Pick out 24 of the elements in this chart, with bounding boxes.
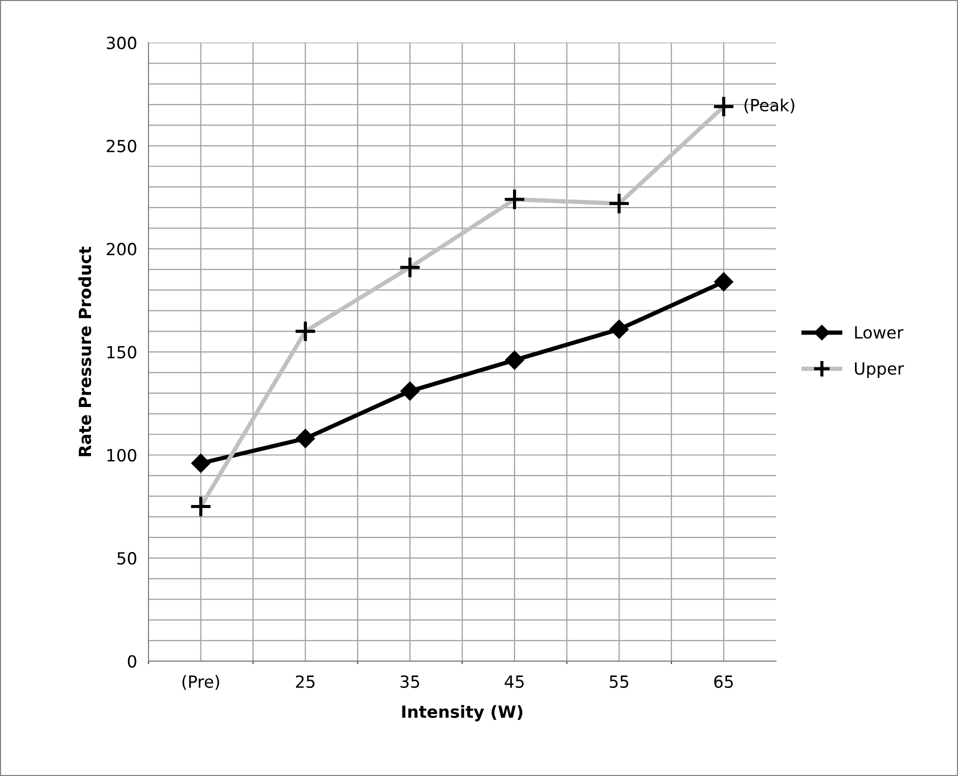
x-tick-label: (Pre) <box>182 675 220 690</box>
x-tick-label: 25 <box>296 675 315 688</box>
legend-label: Upper <box>854 362 904 378</box>
y-tick-label: 150 <box>107 346 136 358</box>
y-tick-label: 300 <box>106 36 136 50</box>
x-tick-label: 45 <box>504 676 524 688</box>
x-axis-title: Intensity (W) <box>402 705 522 722</box>
x-tick-label: 55 <box>610 676 628 688</box>
y-tick-label: 50 <box>117 552 136 565</box>
y-tick-label: 200 <box>106 242 136 256</box>
y-tick-label: 0 <box>128 655 136 668</box>
point <box>296 428 315 448</box>
point <box>610 320 629 339</box>
point <box>400 382 420 401</box>
x-tick-label: 35 <box>400 675 420 688</box>
y-tick-label: 100 <box>107 448 136 462</box>
annotation: (Peak) <box>744 98 794 114</box>
point <box>191 454 210 473</box>
point <box>504 350 524 370</box>
x-tick-label: 65 <box>714 675 733 688</box>
y-tick-label: 250 <box>106 140 136 152</box>
y-axis-title: Rate Pressure Product <box>78 246 92 456</box>
legend-label: Lower <box>855 326 904 339</box>
point <box>714 272 734 292</box>
